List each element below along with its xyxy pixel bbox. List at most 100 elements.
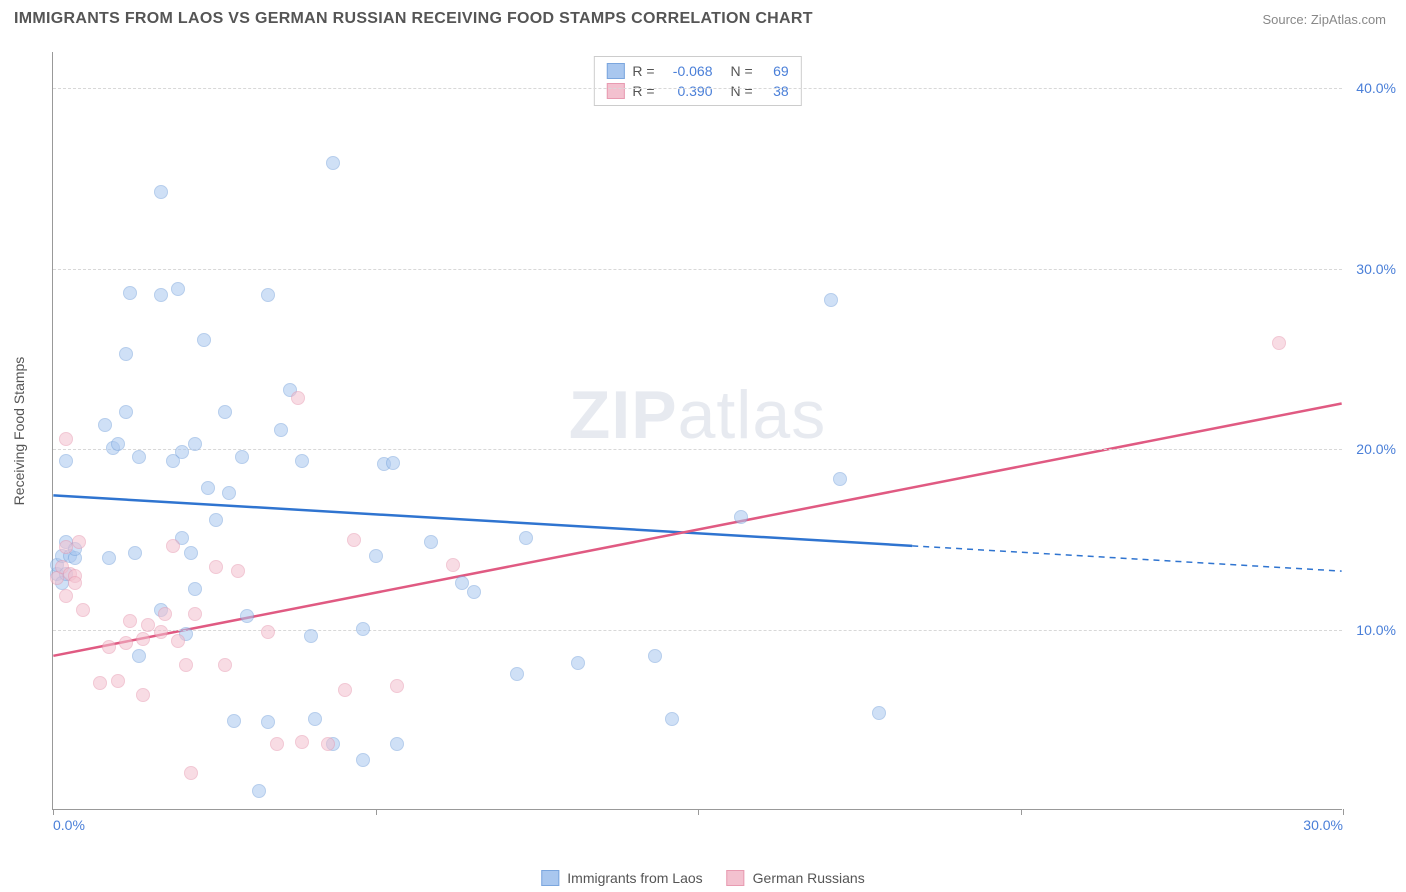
scatter-point bbox=[326, 156, 340, 170]
scatter-point bbox=[240, 609, 254, 623]
chart-title: IMMIGRANTS FROM LAOS VS GERMAN RUSSIAN R… bbox=[14, 10, 813, 28]
scatter-point bbox=[824, 293, 838, 307]
y-axis-title: Receiving Food Stamps bbox=[11, 356, 27, 505]
scatter-point bbox=[519, 531, 533, 545]
legend-label: Immigrants from Laos bbox=[567, 870, 702, 886]
scatter-point bbox=[231, 564, 245, 578]
scatter-point bbox=[209, 560, 223, 574]
scatter-point bbox=[571, 656, 585, 670]
scatter-point bbox=[171, 282, 185, 296]
scatter-point bbox=[386, 456, 400, 470]
legend-item: German Russians bbox=[727, 870, 865, 886]
scatter-point bbox=[390, 737, 404, 751]
legend-stat-row: R =-0.068N =69 bbox=[606, 61, 788, 81]
scatter-point bbox=[1272, 336, 1286, 350]
scatter-point bbox=[111, 674, 125, 688]
scatter-point bbox=[356, 753, 370, 767]
scatter-point bbox=[136, 688, 150, 702]
gridline bbox=[53, 88, 1342, 89]
scatter-point bbox=[872, 706, 886, 720]
scatter-point bbox=[119, 405, 133, 419]
scatter-point bbox=[59, 454, 73, 468]
scatter-point bbox=[227, 714, 241, 728]
scatter-point bbox=[102, 551, 116, 565]
scatter-point bbox=[184, 546, 198, 560]
scatter-point bbox=[111, 437, 125, 451]
scatter-point bbox=[209, 513, 223, 527]
scatter-point bbox=[136, 632, 150, 646]
x-tick-label: 30.0% bbox=[1303, 817, 1343, 833]
scatter-point bbox=[76, 603, 90, 617]
legend-label: German Russians bbox=[753, 870, 865, 886]
legend-stat-row: R = 0.390 N = 38 bbox=[606, 81, 788, 101]
scatter-point bbox=[68, 576, 82, 590]
legend-r-value: 0.390 bbox=[663, 83, 713, 99]
scatter-point bbox=[123, 286, 137, 300]
scatter-point bbox=[184, 766, 198, 780]
scatter-point bbox=[356, 622, 370, 636]
scatter-point bbox=[222, 486, 236, 500]
scatter-point bbox=[154, 625, 168, 639]
scatter-point bbox=[154, 288, 168, 302]
legend-bottom: Immigrants from Laos German Russians bbox=[541, 870, 864, 886]
scatter-point bbox=[369, 549, 383, 563]
scatter-point bbox=[455, 576, 469, 590]
scatter-point bbox=[154, 185, 168, 199]
legend-r-label: R = bbox=[632, 63, 654, 79]
legend-item: Immigrants from Laos bbox=[541, 870, 702, 886]
scatter-point bbox=[59, 540, 73, 554]
y-tick-label: 40.0% bbox=[1346, 80, 1396, 96]
scatter-point bbox=[201, 481, 215, 495]
trend-lines-layer bbox=[53, 52, 1342, 809]
scatter-point bbox=[261, 288, 275, 302]
scatter-point bbox=[304, 629, 318, 643]
x-tick-label: 0.0% bbox=[53, 817, 85, 833]
legend-n-value: 69 bbox=[761, 63, 789, 79]
scatter-point bbox=[833, 472, 847, 486]
x-tick-mark bbox=[698, 809, 699, 815]
scatter-point bbox=[218, 658, 232, 672]
scatter-point bbox=[734, 510, 748, 524]
scatter-point bbox=[119, 636, 133, 650]
scatter-point bbox=[102, 640, 116, 654]
scatter-point bbox=[141, 618, 155, 632]
scatter-point bbox=[188, 607, 202, 621]
legend-r-value: -0.068 bbox=[663, 63, 713, 79]
scatter-point bbox=[467, 585, 481, 599]
y-tick-label: 10.0% bbox=[1346, 622, 1396, 638]
scatter-point bbox=[261, 625, 275, 639]
legend-n-value: 38 bbox=[761, 83, 789, 99]
scatter-point bbox=[197, 333, 211, 347]
x-tick-mark bbox=[376, 809, 377, 815]
scatter-point bbox=[261, 715, 275, 729]
scatter-point bbox=[119, 347, 133, 361]
scatter-point bbox=[424, 535, 438, 549]
scatter-point bbox=[446, 558, 460, 572]
legend-stats-box: R = -0.068 N = 69 R = 0.390 N = 38 bbox=[593, 56, 801, 106]
scatter-point bbox=[179, 658, 193, 672]
scatter-point bbox=[132, 649, 146, 663]
scatter-point bbox=[295, 735, 309, 749]
y-tick-label: 20.0% bbox=[1346, 441, 1396, 457]
scatter-point bbox=[188, 582, 202, 596]
scatter-point bbox=[72, 535, 86, 549]
y-tick-label: 30.0% bbox=[1346, 261, 1396, 277]
trend-line-dashed bbox=[912, 546, 1341, 571]
scatter-point bbox=[274, 423, 288, 437]
x-tick-mark bbox=[53, 809, 54, 815]
gridline bbox=[53, 269, 1342, 270]
gridline bbox=[53, 449, 1342, 450]
legend-swatch bbox=[541, 870, 559, 886]
scatter-point bbox=[665, 712, 679, 726]
scatter-point bbox=[98, 418, 112, 432]
legend-n-label: N = bbox=[731, 83, 753, 99]
source-label: Source: ZipAtlas.com bbox=[1262, 12, 1386, 27]
legend-swatch bbox=[606, 83, 624, 99]
legend-r-label: R = bbox=[632, 83, 654, 99]
scatter-point bbox=[295, 454, 309, 468]
scatter-point bbox=[648, 649, 662, 663]
scatter-point bbox=[291, 391, 305, 405]
scatter-point bbox=[510, 667, 524, 681]
scatter-point bbox=[270, 737, 284, 751]
scatter-point bbox=[188, 437, 202, 451]
